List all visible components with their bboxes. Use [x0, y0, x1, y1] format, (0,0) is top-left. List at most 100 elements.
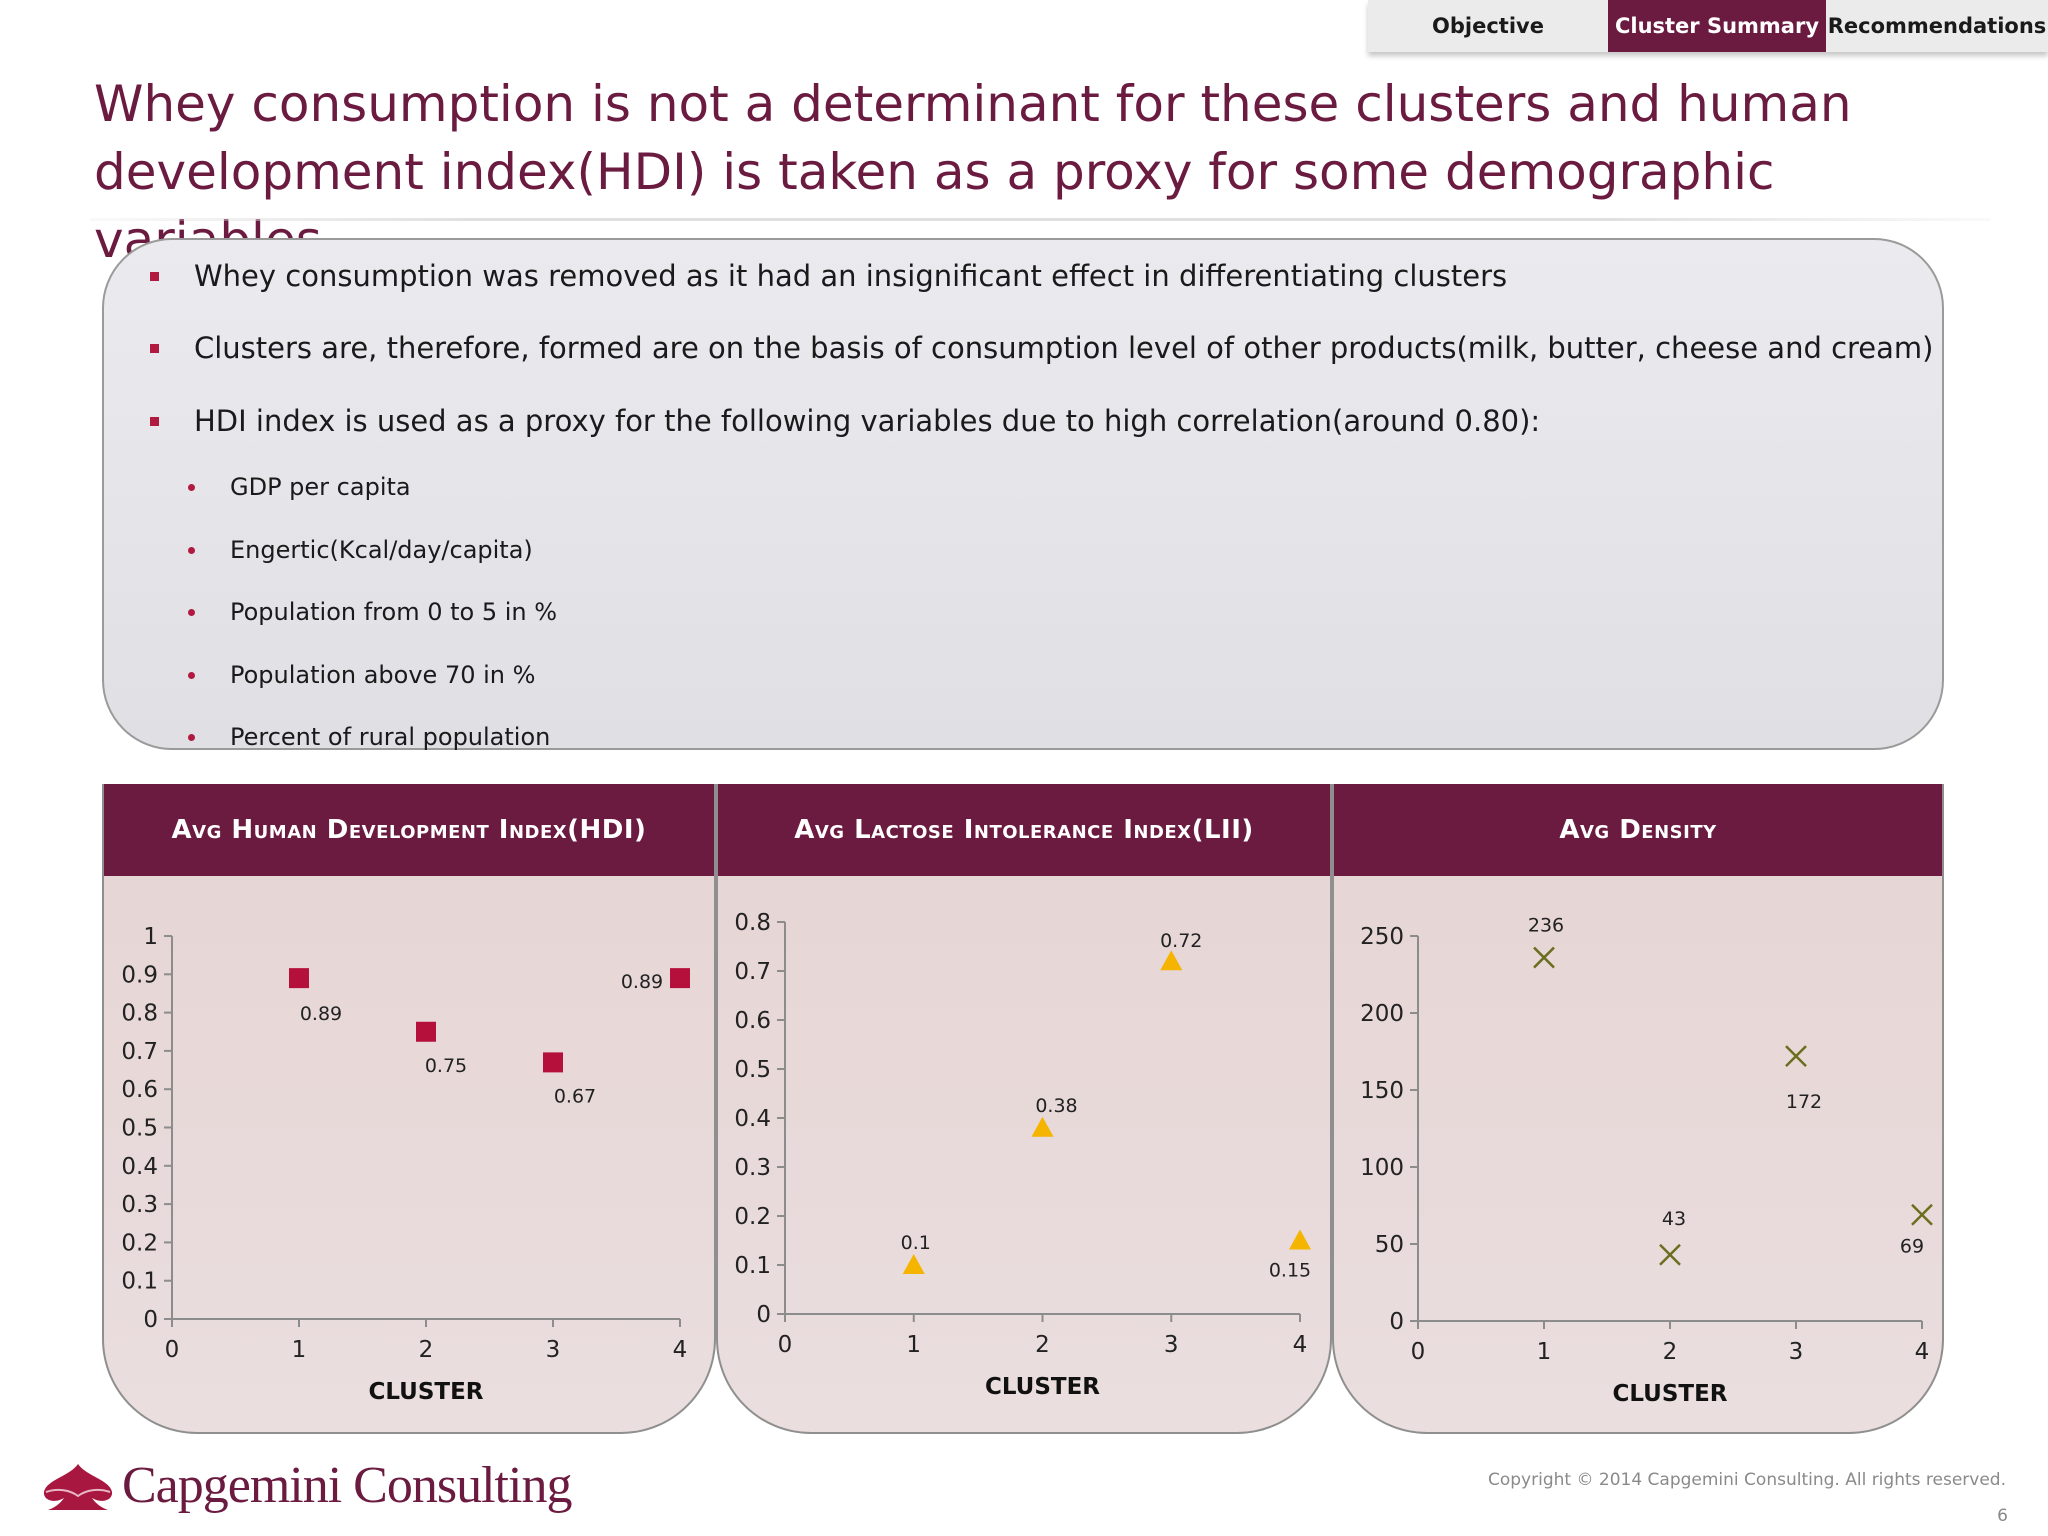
bullet-square-icon [150, 416, 159, 426]
x-tick-label: 1 [1537, 1339, 1552, 1365]
data-point [1160, 950, 1183, 971]
x-tick-label: 1 [292, 1337, 307, 1363]
x-tick-label: 2 [1035, 1332, 1050, 1358]
data-point [1785, 1045, 1807, 1068]
sub-bullet-text: Percent of rural population [230, 723, 551, 751]
data-label: 0.67 [554, 1085, 596, 1107]
bullet-text: HDI index is used as a proxy for the fol… [194, 404, 1541, 438]
page-number: 6 [1997, 1506, 2008, 1526]
tab-recommendations[interactable]: Recommendations [1826, 0, 2048, 52]
y-tick-label: 0.1 [734, 1253, 771, 1279]
bullet-square-icon [150, 343, 159, 353]
bullet-dot-icon [188, 671, 195, 679]
hdi-chart-panel: Avg Human Development Index(HDI) 0 0.1 0.2… [102, 784, 716, 1434]
data-point [1533, 946, 1555, 969]
copyright-text: Copyright © 2014 Capgemini Consulting. A… [1488, 1470, 2006, 1490]
data-point [1911, 1203, 1933, 1226]
sub-bullet-item: Population above 70 in % [104, 655, 1942, 695]
y-tick-label: 0.2 [121, 1230, 158, 1256]
y-tick-label: 0 [143, 1307, 158, 1333]
x-axis-label: CLUSTER [1612, 1381, 1727, 1407]
lii-chart-title: Avg Lactose Intolerance Index(LII) [718, 784, 1330, 876]
x-tick-label: 4 [1915, 1339, 1930, 1365]
y-tick-label: 0.8 [121, 1001, 158, 1027]
data-label: 69 [1900, 1236, 1924, 1258]
bullet-item: HDI index is used as a proxy for the fol… [104, 399, 1942, 443]
lii-scatter-chart: 0 0.1 0.2 0.3 0.4 0.5 0.6 0.7 0.8 0 1 2 3 4 CLUSTER 0.1… [734, 910, 1311, 1400]
sub-bullet-item: Percent of rural population [104, 717, 1942, 757]
x-tick-label: 4 [1293, 1332, 1308, 1358]
data-point [902, 1254, 925, 1274]
data-label: 43 [1662, 1208, 1686, 1230]
y-tick-label: 1 [143, 924, 158, 950]
x-axis-label: CLUSTER [985, 1374, 1100, 1400]
data-point [1289, 1229, 1311, 1250]
data-point [289, 968, 309, 989]
sub-bullet-text: Engertic(Kcal/day/capita) [230, 536, 533, 564]
y-tick-label: 0 [1389, 1309, 1404, 1335]
y-tick-label: 0.7 [121, 1039, 158, 1065]
x-tick-label: 0 [778, 1332, 793, 1358]
data-label: 0.72 [1160, 930, 1202, 952]
sub-bullet-text: Population from 0 to 5 in % [230, 598, 558, 626]
y-tick-label: 0.5 [121, 1116, 158, 1142]
data-label: 0.89 [300, 1003, 342, 1025]
info-box: Whey consumption was removed as it had a… [102, 238, 1944, 751]
y-tick-label: 0.3 [734, 1155, 771, 1181]
y-tick-label: 0.9 [121, 962, 158, 988]
data-label: 172 [1786, 1091, 1822, 1113]
data-label: 0.1 [901, 1232, 931, 1254]
bullet-square-icon [150, 271, 159, 281]
y-tick-label: 0.3 [121, 1192, 158, 1218]
data-point [670, 968, 690, 989]
capgemini-logo: Capgemini Consulting [40, 1456, 572, 1515]
y-tick-label: 0.7 [734, 959, 771, 985]
sub-bullet-text: Population above 70 in % [230, 661, 536, 689]
y-tick-label: 0.6 [121, 1077, 158, 1103]
x-tick-label: 2 [419, 1337, 434, 1363]
data-point [416, 1021, 436, 1042]
data-label: 0.89 [621, 971, 663, 993]
x-tick-label: 3 [1789, 1339, 1804, 1365]
data-label: 236 [1528, 915, 1564, 937]
bullet-dot-icon [188, 546, 195, 554]
y-tick-label: 100 [1360, 1155, 1404, 1181]
sub-bullet-text: GDP per capita [230, 473, 411, 501]
y-tick-label: 250 [1360, 924, 1404, 950]
y-tick-label: 0.1 [121, 1269, 158, 1295]
x-tick-label: 1 [906, 1332, 921, 1358]
bullet-dot-icon [188, 733, 195, 741]
y-tick-label: 50 [1375, 1232, 1404, 1258]
data-point [543, 1052, 563, 1073]
tab-objective[interactable]: Objective [1368, 0, 1608, 52]
y-tick-label: 150 [1360, 1078, 1404, 1104]
bullet-item: Whey consumption was removed as it had a… [104, 254, 1942, 298]
data-point [1659, 1243, 1681, 1266]
x-tick-label: 4 [673, 1337, 688, 1363]
y-tick-label: 200 [1360, 1001, 1404, 1027]
y-tick-label: 0 [756, 1302, 771, 1328]
data-point [1031, 1116, 1054, 1137]
tab-cluster-summary[interactable]: Cluster Summary [1608, 0, 1826, 52]
data-label: 0.38 [1035, 1095, 1077, 1117]
y-tick-label: 0.4 [121, 1154, 158, 1180]
y-tick-label: 0.6 [734, 1008, 771, 1034]
density-scatter-chart: 0 50 100 150 200 250 0 1 2 3 4 CLUSTER 236 43 172 69 [1360, 915, 1933, 1407]
density-chart-panel: Avg Density 0 50 100 150 200 250 0 1 2 3 4 CLUSTER 2… [1332, 784, 1944, 1434]
sub-bullet-item: GDP per capita [104, 467, 1942, 507]
y-tick-label: 0.5 [734, 1057, 771, 1083]
y-tick-label: 0.4 [734, 1106, 771, 1132]
data-label: 0.75 [425, 1055, 467, 1077]
logo-wordmark: Capgemini Consulting [122, 1457, 572, 1514]
density-chart-title: Avg Density [1334, 784, 1942, 876]
y-tick-label: 0.2 [734, 1204, 771, 1230]
bullet-dot-icon [188, 608, 195, 616]
page-title: Whey consumption is not a determinant fo… [94, 75, 1852, 269]
section-tabs: Objective Cluster Summary Recommendation… [1368, 0, 2048, 52]
hdi-chart-title: Avg Human Development Index(HDI) [104, 784, 714, 876]
x-tick-label: 2 [1663, 1339, 1678, 1365]
bullet-text: Whey consumption was removed as it had a… [194, 259, 1508, 293]
x-tick-label: 3 [546, 1337, 561, 1363]
spade-logo-icon [43, 1463, 113, 1510]
title-divider [90, 218, 1990, 221]
